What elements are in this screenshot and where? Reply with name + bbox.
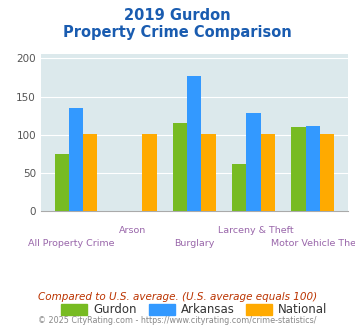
- Bar: [69, 108, 83, 211]
- Bar: [232, 164, 246, 211]
- Text: Arson: Arson: [119, 226, 147, 235]
- Text: © 2025 CityRating.com - https://www.cityrating.com/crime-statistics/: © 2025 CityRating.com - https://www.city…: [38, 316, 317, 325]
- Text: 2019 Gurdon: 2019 Gurdon: [124, 8, 231, 23]
- Bar: [320, 134, 334, 211]
- Bar: [261, 134, 275, 211]
- Bar: [142, 134, 157, 211]
- Bar: [291, 127, 306, 211]
- Text: Property Crime Comparison: Property Crime Comparison: [63, 25, 292, 40]
- Text: All Property Crime: All Property Crime: [28, 239, 115, 248]
- Text: Burglary: Burglary: [174, 239, 214, 248]
- Text: Larceny & Theft: Larceny & Theft: [218, 226, 294, 235]
- Bar: [187, 76, 201, 211]
- Bar: [55, 154, 69, 211]
- Legend: Gurdon, Arkansas, National: Gurdon, Arkansas, National: [57, 299, 332, 321]
- Bar: [246, 113, 261, 211]
- Bar: [173, 123, 187, 211]
- Bar: [306, 125, 320, 211]
- Bar: [201, 134, 215, 211]
- Text: Compared to U.S. average. (U.S. average equals 100): Compared to U.S. average. (U.S. average …: [38, 292, 317, 302]
- Text: Motor Vehicle Theft: Motor Vehicle Theft: [271, 239, 355, 248]
- Bar: [83, 134, 97, 211]
